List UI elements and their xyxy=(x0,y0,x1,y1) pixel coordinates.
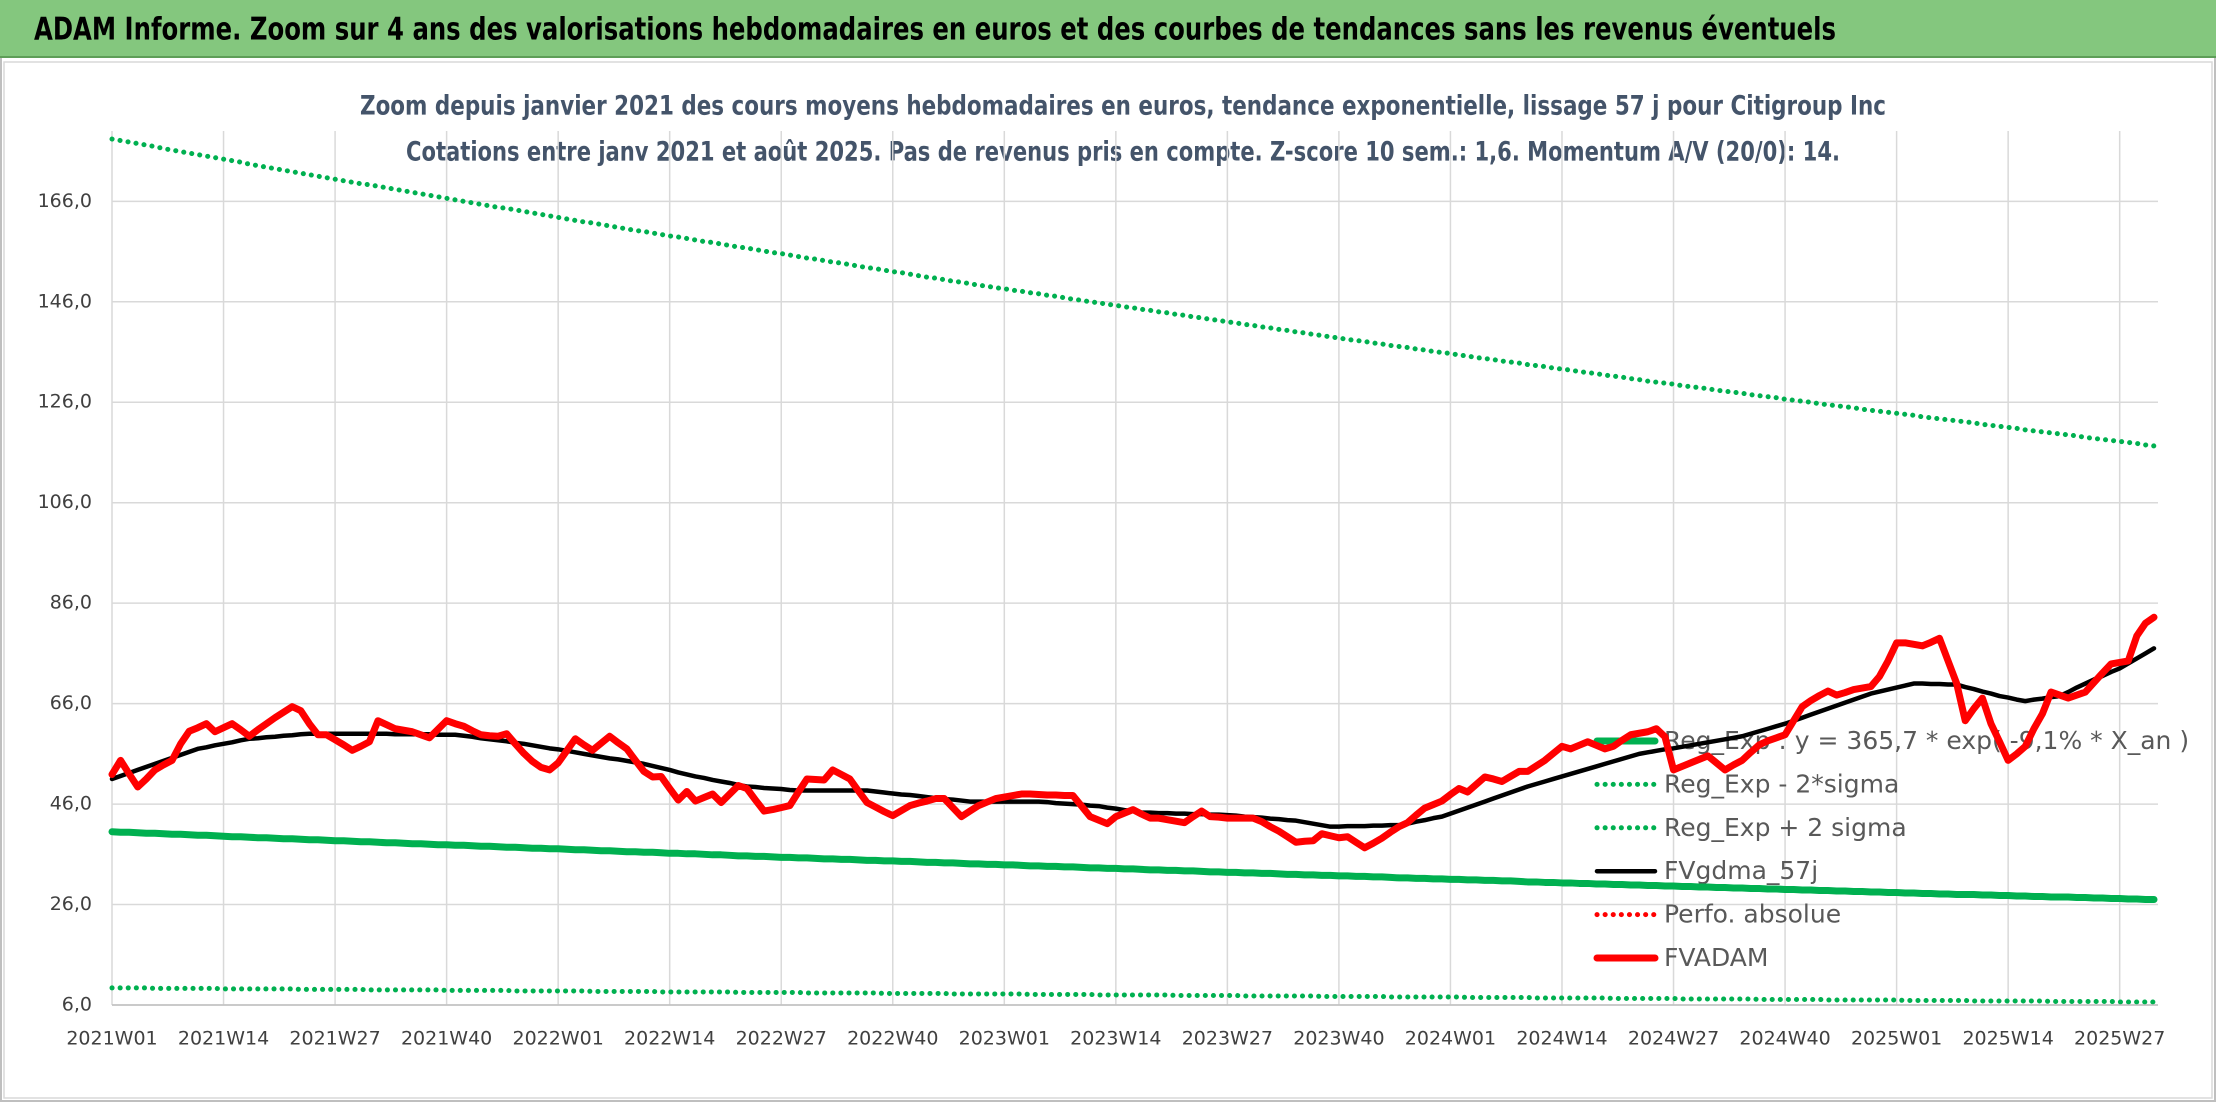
y-tick-label: 126,0 xyxy=(38,391,92,413)
x-tick-label: 2025W14 xyxy=(1962,1028,2053,1050)
plot-lines xyxy=(108,136,2158,1005)
x-tick-label: 2024W01 xyxy=(1405,1028,1496,1050)
x-tick-label: 2021W40 xyxy=(401,1028,492,1050)
chart-frame xyxy=(3,61,2213,1099)
header-band xyxy=(0,0,2216,57)
series-line xyxy=(108,613,2158,852)
x-tick-label: 2022W01 xyxy=(512,1028,603,1050)
header-title: ADAM Informe. Zoom sur 4 ans des valoris… xyxy=(34,12,1836,48)
x-tick-label: 2021W14 xyxy=(178,1028,269,1050)
x-tick-label: 2025W27 xyxy=(2074,1028,2165,1050)
chart-title: Zoom depuis janvier 2021 des cours moyen… xyxy=(360,91,1886,122)
x-tick-label: 2024W27 xyxy=(1628,1028,1719,1050)
series-line xyxy=(109,985,2157,1005)
x-tick-label: 2022W27 xyxy=(736,1028,827,1050)
chart-subtitle: Cotations entre janv 2021 et août 2025. … xyxy=(406,137,1840,168)
x-tick-label: 2023W14 xyxy=(1070,1028,1161,1050)
legend-label: Reg_Exp + 2 sigma xyxy=(1664,813,1907,842)
x-tick-label: 2024W14 xyxy=(1516,1028,1607,1050)
x-tick-label: 2025W01 xyxy=(1851,1028,1942,1050)
legend-label: Reg_Exp : y = 365,7 * exp( -9,1% * X_an … xyxy=(1664,726,2189,755)
y-tick-label: 6,0 xyxy=(62,994,92,1016)
legend-label: FVgdma_57j xyxy=(1664,856,1818,885)
legend-label: Perfo. absolue xyxy=(1664,900,1841,929)
y-tick-label: 26,0 xyxy=(50,893,92,915)
x-tick-label: 2022W14 xyxy=(624,1028,715,1050)
y-tick-label: 46,0 xyxy=(50,793,92,815)
x-tick-label: 2021W27 xyxy=(289,1028,380,1050)
axes: 6,0 26,0 46,0 66,0 86,0 106,0 126,0 146,0 166,0 2… xyxy=(38,190,2166,1050)
y-tick-label: 166,0 xyxy=(38,190,92,212)
y-tick-label: 106,0 xyxy=(38,491,92,513)
x-tick-label: 2022W40 xyxy=(847,1028,938,1050)
y-tick-label: 66,0 xyxy=(50,692,92,714)
y-tick-label: 86,0 xyxy=(50,592,92,614)
legend-label: Reg_Exp - 2*sigma xyxy=(1664,769,1899,798)
series-line xyxy=(109,136,2157,449)
x-tick-label: 2024W40 xyxy=(1739,1028,1830,1050)
x-tick-label: 2021W01 xyxy=(66,1028,157,1050)
x-tick-label: 2023W01 xyxy=(959,1028,1050,1050)
x-tick-label: 2023W27 xyxy=(1182,1028,1273,1050)
legend-label: FVADAM xyxy=(1664,943,1768,972)
x-tick-label: 2023W40 xyxy=(1293,1028,1384,1050)
series-line xyxy=(108,828,2158,904)
legend: Reg_Exp : y = 365,7 * exp( -9,1% * X_an … xyxy=(1593,726,2189,972)
y-tick-label: 146,0 xyxy=(38,290,92,312)
